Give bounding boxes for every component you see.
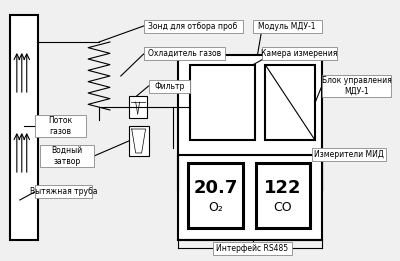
Text: Фильтр: Фильтр xyxy=(154,82,184,91)
FancyBboxPatch shape xyxy=(213,242,292,255)
FancyBboxPatch shape xyxy=(312,148,386,161)
FancyBboxPatch shape xyxy=(148,80,190,93)
Text: CO: CO xyxy=(274,201,292,214)
Text: Водный
затвор: Водный затвор xyxy=(51,146,82,166)
FancyBboxPatch shape xyxy=(178,155,322,240)
Text: Измерители МИД: Измерители МИД xyxy=(314,150,384,159)
Text: Блок управления
МДУ-1: Блок управления МДУ-1 xyxy=(322,76,391,96)
Text: Модуль МДУ-1: Модуль МДУ-1 xyxy=(258,22,316,31)
Text: Охладитель газов: Охладитель газов xyxy=(148,49,221,58)
FancyBboxPatch shape xyxy=(262,47,337,60)
FancyBboxPatch shape xyxy=(35,115,86,137)
Text: Интерфейс RS485: Интерфейс RS485 xyxy=(216,244,288,253)
FancyBboxPatch shape xyxy=(252,20,322,33)
FancyBboxPatch shape xyxy=(178,55,322,190)
FancyBboxPatch shape xyxy=(144,20,243,33)
Text: Вытяжная труба: Вытяжная труба xyxy=(30,187,97,196)
FancyBboxPatch shape xyxy=(188,163,243,228)
Text: Камера измерения: Камера измерения xyxy=(261,49,338,58)
FancyBboxPatch shape xyxy=(322,75,391,97)
FancyBboxPatch shape xyxy=(266,65,315,140)
FancyBboxPatch shape xyxy=(144,47,225,60)
FancyBboxPatch shape xyxy=(256,163,310,228)
FancyBboxPatch shape xyxy=(129,96,146,118)
Text: O₂: O₂ xyxy=(208,201,223,214)
FancyBboxPatch shape xyxy=(129,126,148,156)
FancyBboxPatch shape xyxy=(190,65,254,140)
Text: 122: 122 xyxy=(264,179,302,197)
FancyBboxPatch shape xyxy=(40,145,94,167)
FancyBboxPatch shape xyxy=(35,185,92,198)
FancyBboxPatch shape xyxy=(10,15,38,240)
Text: Зонд для отбора проб: Зонд для отбора проб xyxy=(148,22,238,31)
Text: Поток
газов: Поток газов xyxy=(48,116,72,136)
Text: 20.7: 20.7 xyxy=(193,179,238,197)
